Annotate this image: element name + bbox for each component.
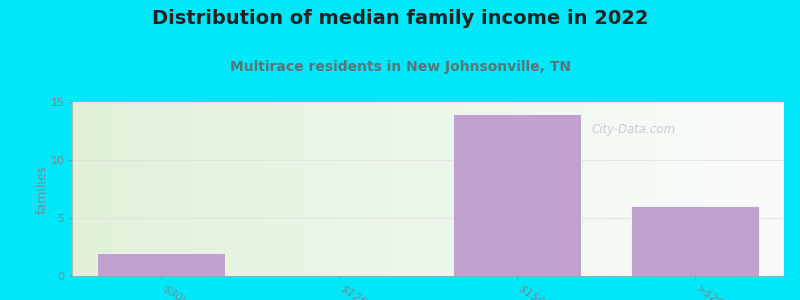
Bar [453,114,581,276]
Text: Multirace residents in New Johnsonville, TN: Multirace residents in New Johnsonville,… [230,60,570,74]
Y-axis label: families: families [36,164,49,214]
Text: Distribution of median family income in 2022: Distribution of median family income in … [152,9,648,28]
Bar [97,253,225,276]
Bar [631,206,759,276]
Text: City-Data.com: City-Data.com [592,123,676,136]
